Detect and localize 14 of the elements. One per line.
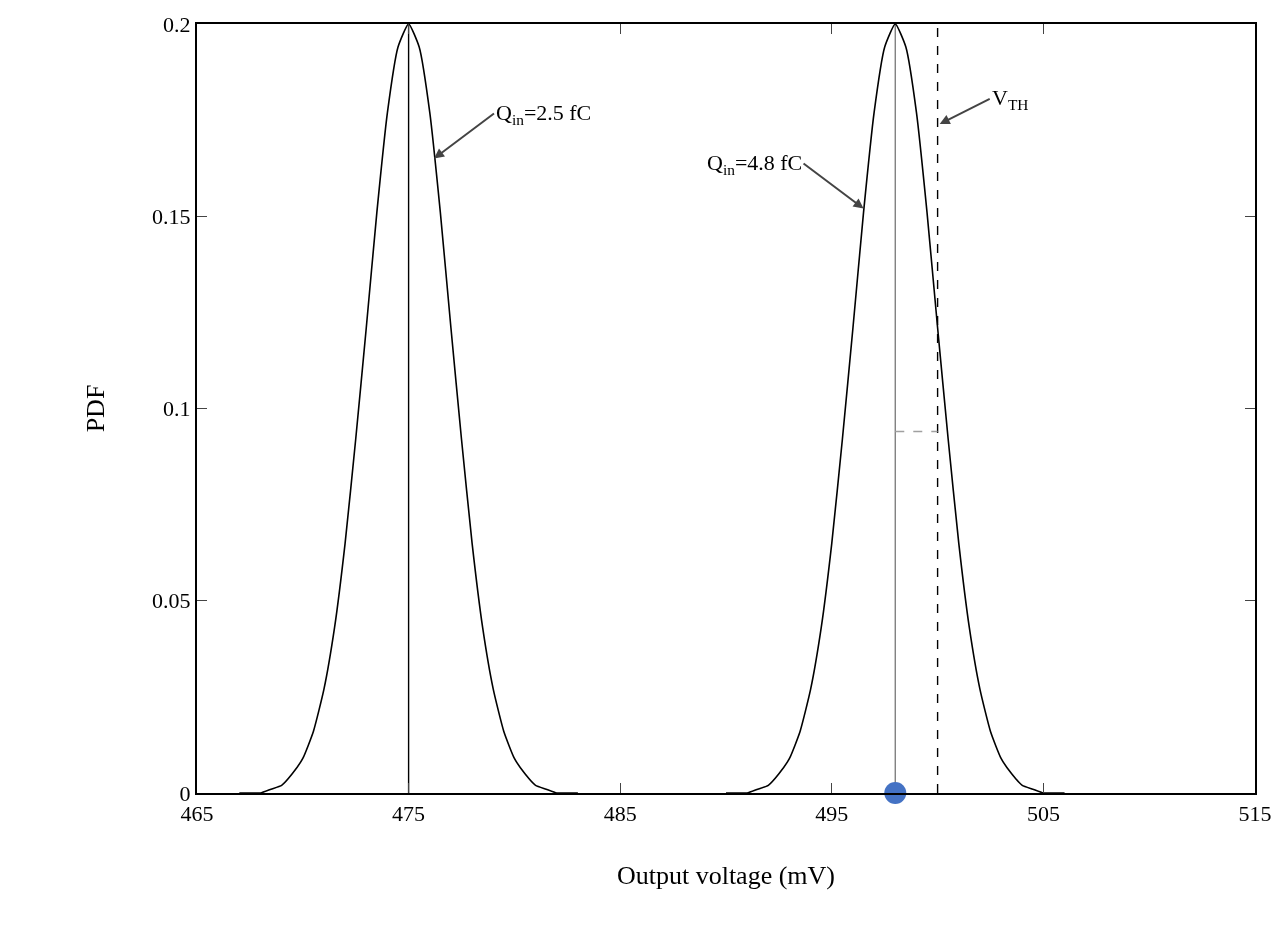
y-tick-label: 0.05	[152, 588, 191, 614]
x-tick-label: 485	[603, 801, 637, 827]
y-axis-title: PDF	[81, 384, 110, 433]
x-tick-label: 515	[1238, 801, 1272, 827]
annotation: Q$_{in}$=2.5 fC	[496, 100, 592, 128]
y-tick-label: 0.15	[152, 203, 191, 229]
x-axis-title: Output voltage (mV)	[616, 860, 836, 890]
y-tick-label: 0.1	[163, 396, 191, 422]
y-tick-label: 0.2	[163, 11, 191, 37]
x-tick-label: 475	[392, 801, 426, 827]
annotation: V$_{TH}$	[992, 85, 1029, 113]
x-tick-label: 495	[815, 801, 849, 827]
annotation: Q$_{in}$=4.8 fC	[707, 150, 803, 178]
x-tick-label: 505	[1026, 801, 1060, 827]
